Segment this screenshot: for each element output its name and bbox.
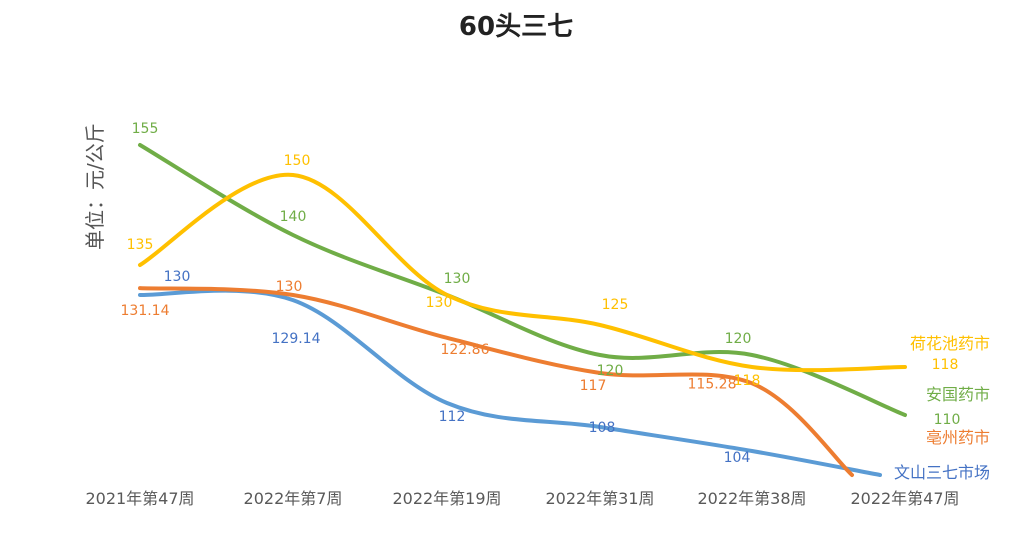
chart-title: 60头三七 xyxy=(459,12,573,42)
series-line xyxy=(138,286,854,477)
data-label: 117 xyxy=(580,378,607,394)
series-lines xyxy=(138,143,907,477)
series-name-label: 亳州药市 xyxy=(926,428,990,447)
y-axis-label: 单位：元/公斤 xyxy=(83,123,107,250)
data-label: 130 xyxy=(164,269,191,285)
data-label: 135 xyxy=(127,237,154,253)
data-label: 118 xyxy=(734,373,761,389)
data-labels: 135 150 130 125 118 118 155 140 130 120 120 110 131.… xyxy=(121,121,961,466)
data-label: 125 xyxy=(602,297,629,313)
x-tick-label: 2021年第47周 xyxy=(85,489,194,508)
data-label: 104 xyxy=(724,450,751,466)
x-tick-label: 2022年第31周 xyxy=(545,489,654,508)
data-label: 129.14 xyxy=(272,331,321,347)
data-label: 130 xyxy=(426,295,453,311)
x-tick-label: 2022年第47周 xyxy=(850,489,959,508)
data-label: 108 xyxy=(589,420,616,436)
x-axis-ticks: 2021年第47周 2022年第7周 2022年第19周 2022年第31周 2022年… xyxy=(85,489,959,508)
data-label: 110 xyxy=(934,412,961,428)
data-label: 131.14 xyxy=(121,303,170,319)
series-line xyxy=(138,143,907,417)
x-tick-label: 2022年第19周 xyxy=(392,489,501,508)
data-label: 140 xyxy=(280,209,307,225)
data-label: 112 xyxy=(439,409,466,425)
data-label: 150 xyxy=(284,153,311,169)
x-tick-label: 2022年第7周 xyxy=(244,489,343,508)
data-label: 130 xyxy=(444,271,471,287)
series-name-label: 荷花池药市 xyxy=(910,334,990,353)
series-name-label: 文山三七市场 xyxy=(894,463,990,482)
data-label: 120 xyxy=(725,331,752,347)
data-label: 130 xyxy=(276,279,303,295)
series-line xyxy=(138,288,882,477)
data-label: 118 xyxy=(932,357,959,373)
data-label: 122.86 xyxy=(441,342,490,358)
x-tick-label: 2022年第38周 xyxy=(697,489,806,508)
series-line xyxy=(138,172,907,373)
data-label: 155 xyxy=(132,121,159,137)
series-name-label: 安国药市 xyxy=(926,385,990,404)
data-label: 115.28 xyxy=(688,376,737,392)
data-label: 120 xyxy=(597,363,624,379)
